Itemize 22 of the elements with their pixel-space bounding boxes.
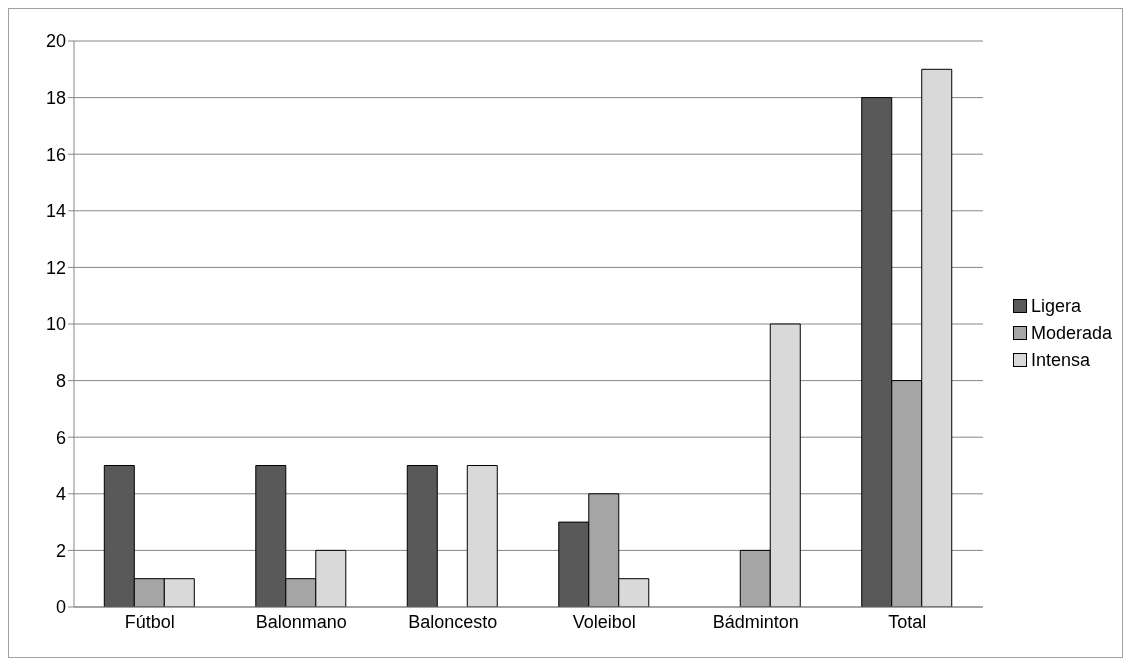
y-tick-label: 0 [55,597,66,618]
y-tick-label: 2 [55,540,66,561]
y-tick-label: 4 [55,484,66,505]
y-tick-label: 8 [55,370,66,391]
legend-label: Ligera [1030,295,1081,317]
y-tick-label: 16 [45,144,66,165]
y-tick-label: 18 [45,87,66,108]
y-tick-label: 6 [55,427,66,448]
x-tick-label: Total [888,611,927,632]
x-tick-label: Fútbol [124,611,175,632]
bar [466,465,498,607]
y-tick-label: 12 [45,257,66,278]
x-tick-label: Voleibol [572,611,636,632]
bar [406,465,438,607]
y-tick-label: 20 [45,31,66,52]
x-tick-label: Bádminton [712,611,799,632]
x-tick-label: Balonmano [255,611,347,632]
legend-label: Intensa [1030,349,1090,371]
y-tick-label: 10 [45,314,66,335]
x-tick-label: Baloncesto [408,611,498,632]
y-tick-label: 14 [45,201,66,222]
legend-label: Moderada [1030,322,1112,344]
